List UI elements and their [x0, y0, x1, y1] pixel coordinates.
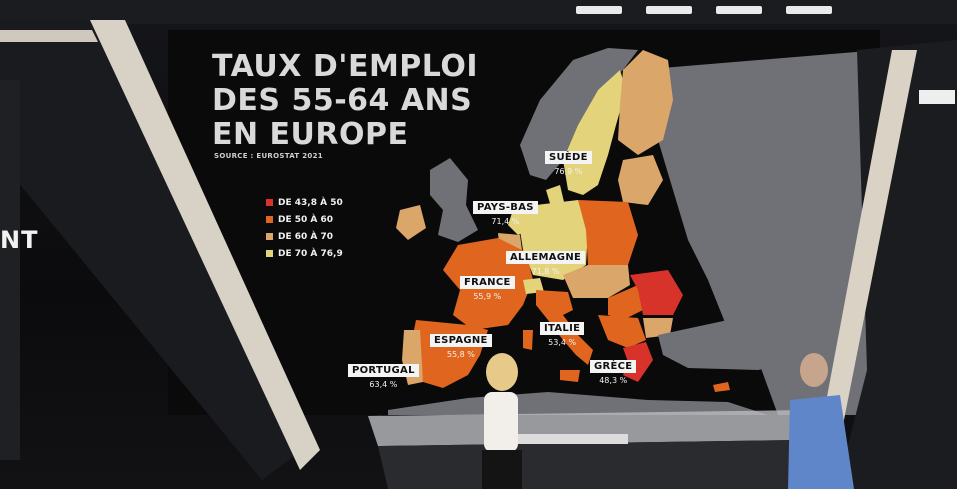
country-name: GRÈCE: [590, 360, 637, 373]
north-africa-land: [388, 392, 768, 415]
country-name: ESPAGNE: [430, 334, 492, 347]
left-light-frame: [0, 20, 320, 480]
country-label-espagne: ESPAGNE 55,8 %: [430, 328, 492, 359]
title-line: EN EUROPE: [212, 117, 409, 152]
map-legend: DE 43,8 À 50 DE 50 À 60 DE 60 À 70 DE 70…: [266, 194, 343, 262]
legend-swatch: [266, 233, 273, 240]
country-bulgaria: [643, 318, 673, 338]
country-sicily: [560, 370, 580, 382]
country-poland: [578, 200, 638, 265]
country-name: ALLEMAGNE: [506, 251, 586, 264]
country-label-sweden: SUÈDE 76,9 %: [545, 145, 592, 176]
country-label-france: FRANCE 55,9 %: [460, 270, 515, 301]
country-label-italie: ITALIE 53,4 %: [540, 316, 585, 347]
country-balkans: [598, 315, 646, 348]
country-name: FRANCE: [460, 276, 515, 289]
country-value: 71,8 %: [531, 267, 560, 276]
ceiling-light: [716, 6, 762, 14]
turkey-land: [658, 320, 808, 370]
right-light-frame: [817, 40, 957, 489]
legend-item: DE 43,8 À 50: [266, 194, 343, 211]
legend-swatch: [266, 216, 273, 223]
presenter-right: [788, 353, 854, 489]
ceiling-light: [646, 6, 692, 14]
country-value: 71,4 %: [491, 217, 520, 226]
country-ireland: [396, 205, 426, 240]
country-romania: [630, 270, 683, 315]
legend-item: DE 50 À 60: [266, 211, 343, 228]
country-switzerland: [523, 278, 544, 294]
title-line: DES 55-64 ANS: [212, 83, 473, 118]
legend-swatch: [266, 199, 273, 206]
legend-item: DE 70 À 76,9: [266, 245, 343, 262]
map-title: TAUX D'EMPLOI DES 55-64 ANS EN EUROPE: [212, 50, 512, 152]
country-central: [563, 265, 630, 298]
ceiling: [0, 0, 957, 24]
legend-label: DE 50 À 60: [278, 214, 334, 225]
channel-logo-text: NT: [0, 226, 39, 254]
ceiling-light: [576, 6, 622, 14]
country-value: 55,8 %: [446, 350, 475, 359]
uk-land: [430, 158, 478, 242]
country-value: 55,9 %: [473, 292, 502, 301]
europe-map: [168, 30, 880, 415]
title-line: TAUX D'EMPLOI: [212, 49, 478, 84]
country-name: PORTUGAL: [348, 364, 419, 377]
map-screen: TAUX D'EMPLOI DES 55-64 ANS EN EUROPE SO…: [168, 30, 880, 415]
country-label-pays-bas: PAYS-BAS 71,4 %: [473, 195, 538, 226]
country-label-allemagne: ALLEMAGNE 71,8 %: [506, 245, 586, 276]
studio-desk: [368, 410, 808, 489]
source-label: SOURCE : EUROSTAT 2021: [214, 152, 323, 160]
legend-label: DE 60 À 70: [278, 231, 334, 242]
country-sardinia: [523, 330, 533, 350]
legend-swatch: [266, 250, 273, 257]
legend-label: DE 70 À 76,9: [278, 248, 343, 259]
country-name: PAYS-BAS: [473, 201, 538, 214]
country-label-portugal: PORTUGAL 63,4 %: [348, 358, 419, 389]
country-name: SUÈDE: [545, 151, 592, 164]
ceiling-light: [786, 6, 832, 14]
country-hungary: [608, 285, 643, 320]
presenter-left: [482, 353, 522, 489]
country-name: ITALIE: [540, 322, 585, 335]
country-value: 53,4 %: [548, 338, 577, 347]
country-finland: [618, 50, 673, 155]
russia-land: [638, 50, 880, 415]
legend-label: DE 43,8 À 50: [278, 197, 343, 208]
legend-item: DE 60 À 70: [266, 228, 343, 245]
country-value: 76,9 %: [554, 167, 583, 176]
country-value: 48,3 %: [599, 376, 628, 385]
country-cyprus: [713, 382, 730, 392]
country-label-grece: GRÈCE 48,3 %: [590, 354, 637, 385]
country-baltics: [618, 155, 663, 205]
country-value: 63,4 %: [369, 380, 398, 389]
